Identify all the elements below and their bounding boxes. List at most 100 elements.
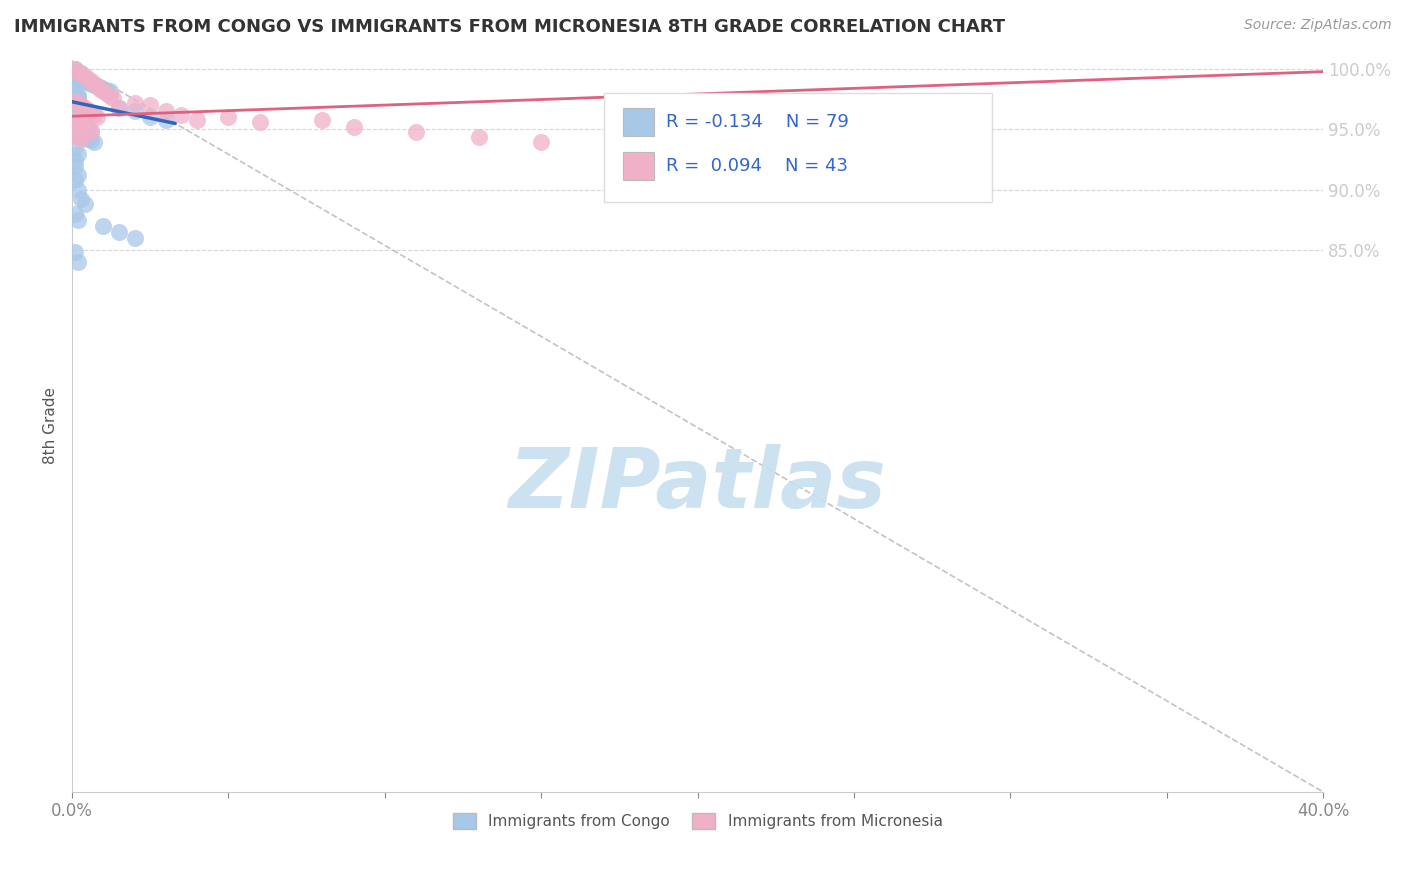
Point: [67, 92, 90, 106]
Point: [67, 90, 90, 104]
Point: [67, 168, 90, 182]
Point: [67, 95, 90, 110]
Point: [67, 87, 90, 102]
Point: [70, 120, 93, 134]
Point: [139, 98, 162, 112]
Point: [67, 115, 90, 129]
Point: [70, 192, 93, 206]
Point: [155, 112, 177, 127]
Point: [80, 133, 103, 147]
Point: [67, 71, 90, 86]
Point: [67, 107, 90, 121]
Point: [98, 88, 121, 103]
Text: IMMIGRANTS FROM CONGO VS IMMIGRANTS FROM MICRONESIA 8TH GRADE CORRELATION CHART: IMMIGRANTS FROM CONGO VS IMMIGRANTS FROM…: [14, 18, 1005, 36]
Point: [76, 122, 98, 136]
Bar: [623, 108, 654, 136]
Point: [76, 122, 98, 136]
Point: [73, 131, 96, 145]
Point: [83, 78, 105, 92]
Point: [67, 68, 90, 82]
Point: [63, 101, 86, 115]
Point: [80, 125, 103, 139]
Text: ZIPatlas: ZIPatlas: [509, 444, 887, 524]
Point: [70, 118, 93, 132]
Point: [73, 120, 96, 134]
Point: [73, 112, 96, 126]
Point: [80, 74, 103, 88]
Point: [70, 99, 93, 113]
Point: [80, 77, 103, 91]
Point: [76, 132, 98, 146]
Point: [76, 71, 98, 86]
Point: [530, 135, 553, 149]
Point: [98, 84, 121, 98]
Point: [63, 95, 86, 110]
Point: [67, 64, 90, 78]
Point: [70, 70, 93, 84]
Point: [76, 75, 98, 89]
Point: [63, 91, 86, 105]
Point: [70, 66, 93, 80]
Point: [67, 102, 90, 116]
Point: [63, 62, 86, 77]
Point: [67, 114, 90, 128]
Point: [108, 101, 131, 115]
Point: [63, 128, 86, 142]
Point: [217, 111, 239, 125]
FancyBboxPatch shape: [603, 93, 991, 202]
Point: [63, 207, 86, 221]
Legend: Immigrants from Congo, Immigrants from Micronesia: Immigrants from Congo, Immigrants from M…: [447, 807, 949, 836]
Point: [63, 105, 86, 120]
Point: [311, 112, 333, 127]
Point: [76, 103, 98, 118]
Point: [63, 128, 86, 142]
Point: [67, 116, 90, 130]
Point: [86, 79, 108, 94]
Point: [124, 231, 146, 245]
Text: Source: ZipAtlas.com: Source: ZipAtlas.com: [1244, 18, 1392, 32]
Point: [63, 94, 86, 108]
Point: [155, 104, 177, 119]
Point: [73, 70, 96, 84]
Point: [67, 255, 90, 269]
Point: [67, 104, 90, 119]
Point: [73, 101, 96, 115]
Point: [63, 173, 86, 187]
Point: [124, 104, 146, 119]
Point: [467, 129, 489, 144]
Point: [63, 62, 86, 77]
Point: [108, 101, 131, 115]
Point: [86, 111, 108, 125]
Point: [73, 121, 96, 136]
Point: [342, 120, 364, 134]
Y-axis label: 8th Grade: 8th Grade: [44, 387, 58, 464]
Text: R =  0.094    N = 43: R = 0.094 N = 43: [666, 157, 848, 175]
Point: [405, 125, 427, 139]
Point: [101, 91, 124, 105]
Point: [67, 128, 90, 143]
Point: [67, 119, 90, 133]
Point: [70, 67, 93, 81]
Point: [70, 98, 93, 112]
Point: [63, 87, 86, 101]
Point: [63, 103, 86, 118]
Point: [67, 126, 90, 140]
Text: R = -0.134    N = 79: R = -0.134 N = 79: [666, 113, 849, 131]
Point: [67, 64, 90, 78]
Point: [63, 153, 86, 167]
Point: [83, 108, 105, 122]
Point: [70, 118, 93, 132]
Point: [186, 112, 208, 127]
Point: [91, 84, 114, 98]
Point: [96, 83, 118, 97]
Point: [63, 112, 86, 127]
Point: [70, 132, 93, 146]
Point: [67, 98, 90, 112]
Point: [108, 225, 131, 239]
Point: [63, 140, 86, 154]
Point: [91, 219, 114, 233]
Point: [70, 111, 93, 125]
Point: [67, 212, 90, 227]
Point: [124, 95, 146, 110]
Point: [96, 87, 118, 101]
